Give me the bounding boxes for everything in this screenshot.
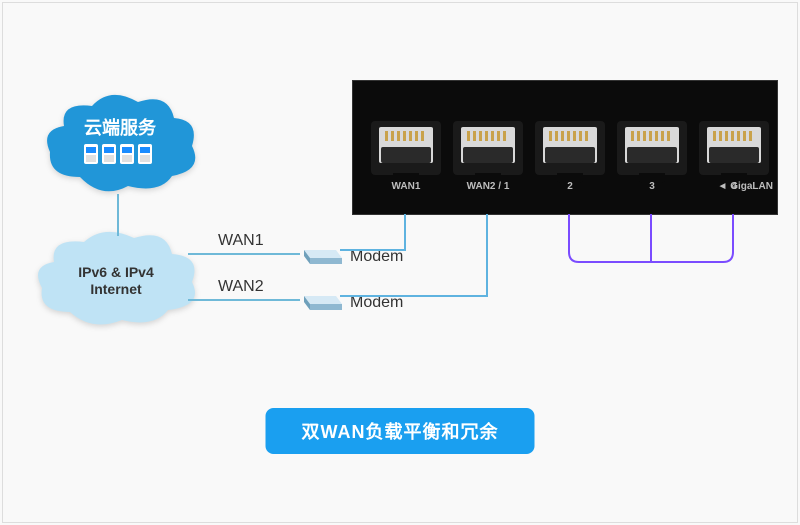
server-icons	[84, 144, 152, 164]
cloud-internet-label: IPv6 & IPv4 Internet	[56, 264, 176, 298]
port-label: 3	[617, 181, 687, 192]
modem-2	[298, 286, 346, 314]
port-label: WAN1	[371, 181, 441, 192]
server-icon	[84, 144, 98, 164]
cloud-service: 云端服务	[40, 92, 200, 202]
wan1-label: WAN1	[218, 232, 264, 250]
port-labels: WAN1 WAN2 / 1 2 3 4	[371, 181, 769, 192]
router-device: WAN1 WAN2 / 1 2 3 4 ◄ GigaLAN	[352, 80, 778, 215]
modem-1	[298, 240, 346, 268]
port-row	[371, 121, 769, 175]
server-icon	[120, 144, 134, 164]
internet-line2: Internet	[56, 281, 176, 298]
modem-2-label: Modem	[350, 294, 403, 312]
cloud-service-label: 云端服务	[40, 114, 200, 140]
wan2-label: WAN2	[218, 278, 264, 296]
server-icon	[138, 144, 152, 164]
gigalan-label: ◄ GigaLAN	[718, 181, 773, 192]
caption: 双WAN负载平衡和冗余	[266, 408, 535, 454]
port-label: WAN2 / 1	[453, 181, 523, 192]
port-lan3	[617, 121, 687, 175]
internet-line1: IPv6 & IPv4	[56, 264, 176, 281]
port-lan2	[535, 121, 605, 175]
port-wan2	[453, 121, 523, 175]
port-wan1	[371, 121, 441, 175]
port-lan4	[699, 121, 769, 175]
port-label: 2	[535, 181, 605, 192]
server-icon	[102, 144, 116, 164]
modem-1-label: Modem	[350, 248, 403, 266]
